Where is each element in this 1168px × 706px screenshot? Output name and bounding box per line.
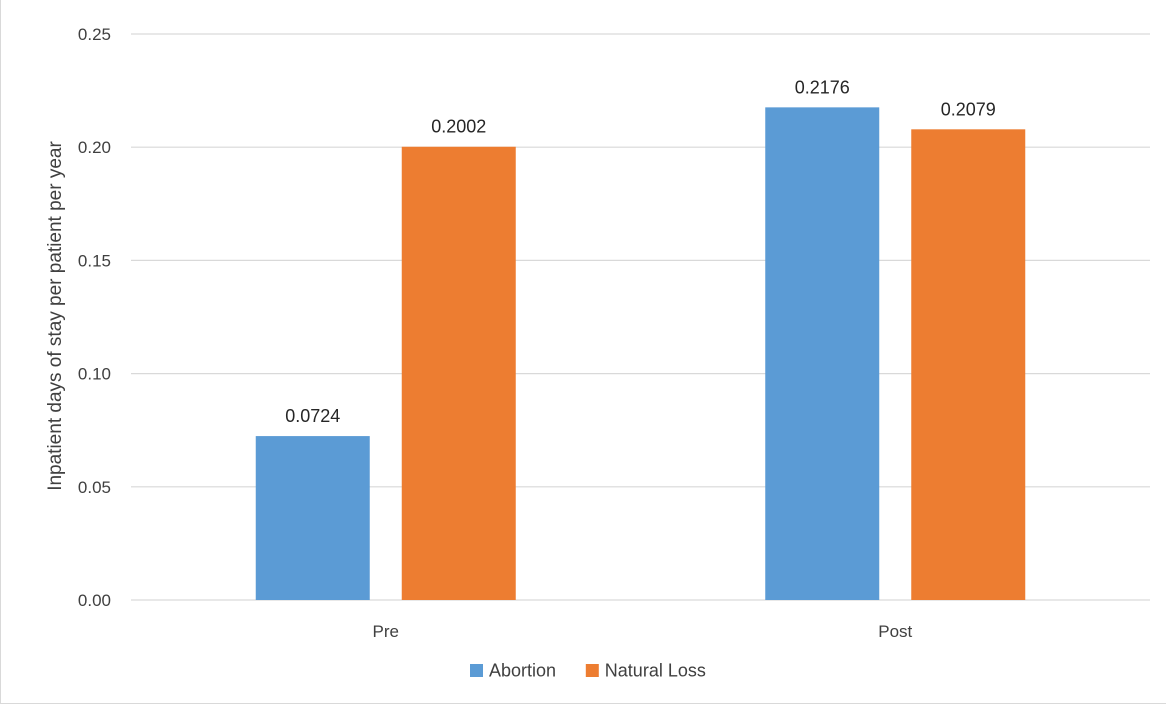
data-label: 0.2002 xyxy=(431,117,486,137)
y-tick-label: 0.20 xyxy=(78,138,111,157)
data-label: 0.2176 xyxy=(795,77,850,97)
x-axis-ticks: Pre Post xyxy=(373,622,913,641)
y-axis-title: Inpatient days of stay per patient per y… xyxy=(45,141,66,491)
bar-natural-loss-pre xyxy=(401,146,516,600)
data-label: 0.0724 xyxy=(285,406,340,426)
legend-swatch xyxy=(585,664,599,677)
y-axis-ticks: 0.00 0.05 0.10 0.15 0.20 0.25 xyxy=(78,25,111,610)
bar-natural-loss-post xyxy=(911,129,1026,601)
x-tick-label: Pre xyxy=(373,622,399,641)
legend-item-natural-loss: Natural Loss xyxy=(585,661,706,681)
y-tick-label: 0.25 xyxy=(78,25,111,44)
y-tick-label: 0.05 xyxy=(78,478,111,497)
legend-item-abortion: Abortion xyxy=(470,661,556,681)
data-label: 0.2079 xyxy=(941,99,996,119)
y-tick-label: 0.15 xyxy=(78,251,111,270)
bar-abortion-pre xyxy=(255,436,370,600)
bar-abortion-post xyxy=(765,107,880,600)
y-tick-label: 0.00 xyxy=(78,591,111,610)
data-labels: 0.0724 0.2002 0.2176 0.2079 xyxy=(285,77,996,426)
x-tick-label: Post xyxy=(878,622,912,641)
legend-label: Natural Loss xyxy=(605,661,706,681)
legend-label: Abortion xyxy=(489,661,556,681)
legend: Abortion Natural Loss xyxy=(470,661,706,681)
y-tick-label: 0.10 xyxy=(78,365,111,384)
legend-swatch xyxy=(470,664,483,677)
bars xyxy=(255,107,1026,601)
